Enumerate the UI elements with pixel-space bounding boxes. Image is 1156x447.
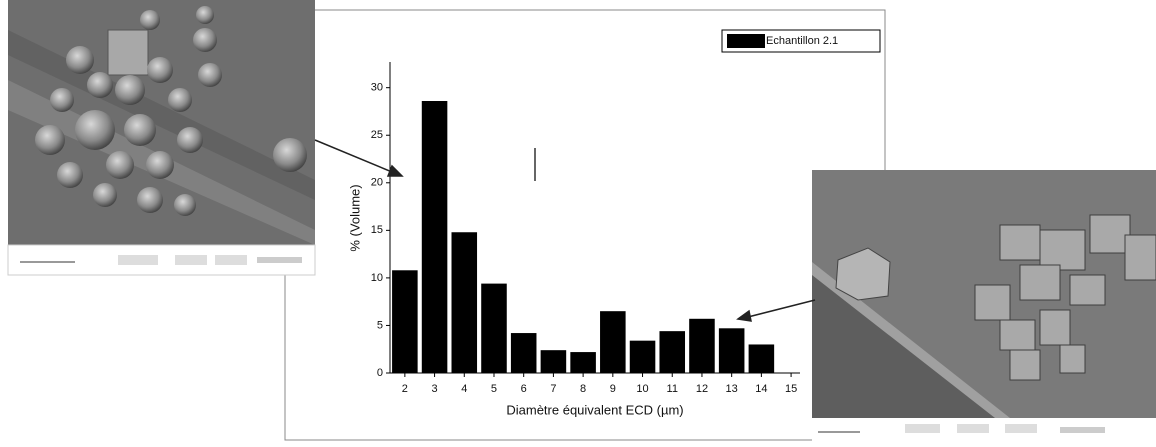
bar — [659, 331, 686, 373]
bar — [421, 100, 448, 373]
x-tick-label: 9 — [610, 383, 616, 395]
x-axis-label: Diamètre équivalent ECD (µm) — [506, 402, 683, 417]
x-tick-label: 10 — [636, 383, 648, 395]
bar — [748, 344, 775, 373]
x-tick-label: 6 — [521, 383, 527, 395]
sem-image-right — [812, 170, 1156, 442]
y-tick-label: 0 — [377, 367, 383, 379]
bar — [392, 270, 418, 373]
y-tick-label: 10 — [371, 272, 383, 284]
bar — [629, 340, 656, 373]
x-tick-label: 15 — [785, 383, 797, 395]
bar — [570, 352, 596, 373]
x-tick-label: 11 — [667, 383, 678, 395]
x-tick-label: 4 — [461, 383, 467, 395]
x-tick-label: 8 — [580, 383, 586, 395]
x-tick-label: 5 — [491, 383, 497, 395]
x-tick-label: 2 — [402, 383, 408, 395]
y-tick-label: 15 — [371, 224, 383, 236]
x-tick-label: 7 — [550, 383, 556, 395]
bar — [540, 350, 567, 373]
plot: 0 5 10 15 20 25 30 2 3 4 5 6 7 8 9 10 11 12 13 14 15 — [371, 62, 800, 395]
x-tick-label: 14 — [755, 383, 767, 395]
y-tick-label: 30 — [371, 82, 383, 94]
bar — [481, 283, 507, 373]
sem-image-left — [7, 0, 316, 276]
x-tick-label: 12 — [696, 383, 708, 395]
bar — [718, 328, 745, 373]
y-tick-label: 25 — [371, 129, 383, 141]
y-tick-label: 20 — [371, 177, 383, 189]
legend-swatch — [727, 34, 765, 48]
bar — [600, 311, 626, 373]
arrows — [314, 139, 816, 322]
y-axis-label: % (Volume) — [347, 184, 362, 251]
x-tick-label: 3 — [432, 383, 438, 395]
y-tick-label: 5 — [377, 319, 383, 331]
bar — [451, 232, 478, 373]
x-tick-label: 13 — [726, 383, 738, 395]
bar — [510, 333, 537, 373]
bar — [689, 318, 715, 373]
legend-label: Echantillon 2.1 — [766, 35, 838, 47]
